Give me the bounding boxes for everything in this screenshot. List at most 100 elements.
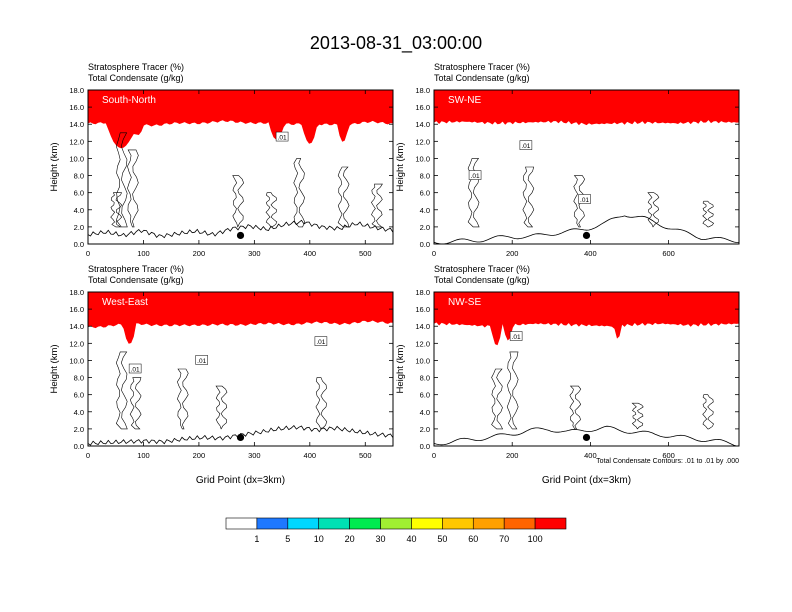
y-tick-label: 6.0 <box>74 391 84 400</box>
x-tick-label: 400 <box>584 249 597 258</box>
x-tick-label: 400 <box>584 451 597 460</box>
y-tick-label: 18.0 <box>415 86 430 95</box>
y-tick-label: 0.0 <box>420 240 430 249</box>
condensate-contour <box>176 368 189 430</box>
y-axis-label: Height (km) <box>395 344 406 393</box>
colorbar-swatch <box>225 517 258 530</box>
x-tick-label: 600 <box>662 451 675 460</box>
y-tick-label: 2.0 <box>420 425 430 434</box>
condensate-contour <box>702 394 714 430</box>
contour-label-box <box>468 170 482 180</box>
condensate-contour <box>647 192 660 228</box>
contour-label: .01 <box>521 143 530 150</box>
panel-subtitle-tracer: Stratosphere Tracer (%) <box>434 264 530 274</box>
tracer-band-10 <box>88 90 393 149</box>
plot-frame <box>433 89 740 245</box>
plot-area: .01 .01 .01 <box>88 292 393 446</box>
y-tick-label: 8.0 <box>74 172 84 181</box>
colorbar-label: 70 <box>499 534 509 544</box>
colorbar-swatch <box>442 517 474 530</box>
x-tick-label: 500 <box>359 451 372 460</box>
condensate-contour <box>506 351 519 430</box>
terrain-line <box>434 425 739 446</box>
y-tick-label: 2.0 <box>420 223 430 232</box>
colorbar-swatch <box>318 517 350 530</box>
terrain-line <box>434 215 739 244</box>
colorbar-swatch <box>411 517 443 530</box>
y-tick-label: 8.0 <box>420 172 430 181</box>
location-marker <box>582 231 591 240</box>
y-tick-label: 16.0 <box>415 103 430 112</box>
x-tick-label: 500 <box>359 249 372 258</box>
y-tick-label: 16.0 <box>69 103 84 112</box>
y-tick-label: 4.0 <box>420 408 430 417</box>
x-tick-label: 200 <box>506 249 519 258</box>
colorbar-swatch <box>287 517 320 530</box>
y-tick-label: 6.0 <box>420 391 430 400</box>
panel-subtitle-tracer: Stratosphere Tracer (%) <box>88 264 184 274</box>
x-tick-label: 400 <box>304 451 317 460</box>
contour-label-box <box>314 336 328 346</box>
x-tick-label: 0 <box>86 249 90 258</box>
plot-area: .01 .01 .01 <box>434 90 739 244</box>
y-tick-label: 8.0 <box>74 374 84 383</box>
figure-title: 2013-08-31_03:00:00 <box>310 33 482 54</box>
tracer-band-top <box>88 292 393 303</box>
y-tick-label: 14.0 <box>69 322 84 331</box>
y-tick-label: 0.0 <box>74 442 84 451</box>
contour-label: .01 <box>580 197 589 204</box>
condensate-contour <box>371 183 383 228</box>
condensate-contour <box>265 192 278 228</box>
plot-frame <box>87 291 394 447</box>
y-axis-label: Height (km) <box>49 344 60 393</box>
contour-label: .01 <box>131 367 140 374</box>
x-tick-label: 200 <box>193 249 206 258</box>
contour-label-box <box>275 131 289 142</box>
condensate-contour <box>232 175 244 228</box>
condensate-contour <box>573 175 586 228</box>
y-tick-label: 4.0 <box>74 408 84 417</box>
contour-note: Total Condensate Contours: .01 to .01 by… <box>596 458 739 465</box>
y-tick-label: 14.0 <box>415 120 430 129</box>
condensate-contour <box>129 377 142 430</box>
y-tick-label: 6.0 <box>420 189 430 198</box>
y-tick-label: 18.0 <box>69 288 84 297</box>
colorbar-label: 50 <box>437 534 447 544</box>
contour-label: .01 <box>278 135 287 142</box>
condensate-contour <box>337 166 350 228</box>
condensate-contour <box>110 192 123 228</box>
condensate-contour <box>569 385 582 430</box>
y-tick-label: 14.0 <box>415 322 430 331</box>
colorbar-label: 20 <box>345 534 355 544</box>
y-tick-label: 6.0 <box>74 189 84 198</box>
contour-label-box <box>519 140 533 150</box>
panel-subtitle-tracer: Stratosphere Tracer (%) <box>88 62 184 72</box>
x-tick-label: 200 <box>506 451 519 460</box>
x-axis-label: Grid Point (dx=3km) <box>196 475 285 486</box>
tracer-band-top <box>434 292 739 303</box>
contour-label: .01 <box>512 334 521 341</box>
y-tick-label: 18.0 <box>69 86 84 95</box>
colorbar-label: 100 <box>528 534 543 544</box>
x-tick-label: 0 <box>432 249 436 258</box>
plot-area: .01 <box>88 90 393 240</box>
condensate-contour <box>315 377 328 430</box>
panel-south-north: Stratosphere Tracer (%)Total Condensate … <box>49 62 394 258</box>
panel-nw-se: Stratosphere Tracer (%)Total Condensate … <box>395 264 740 486</box>
plot-area: .01 <box>434 292 739 446</box>
y-tick-label: 2.0 <box>74 425 84 434</box>
condensate-contour <box>293 158 306 228</box>
y-tick-label: 0.0 <box>420 442 430 451</box>
panel-subtitle-condensate: Total Condensate (g/kg) <box>434 275 530 285</box>
y-tick-label: 10.0 <box>415 356 430 365</box>
x-tick-label: 400 <box>304 249 317 258</box>
panel-subtitle-condensate: Total Condensate (g/kg) <box>434 73 530 83</box>
panel-subtitle-condensate: Total Condensate (g/kg) <box>88 275 184 285</box>
location-marker <box>582 433 591 442</box>
colorbar-label: 10 <box>314 534 324 544</box>
x-tick-label: 100 <box>137 451 150 460</box>
colorbar: 1 5 10 20 30 40 50 60 70 100 <box>225 517 567 544</box>
colorbar-label: 30 <box>376 534 386 544</box>
x-tick-label: 300 <box>248 451 261 460</box>
